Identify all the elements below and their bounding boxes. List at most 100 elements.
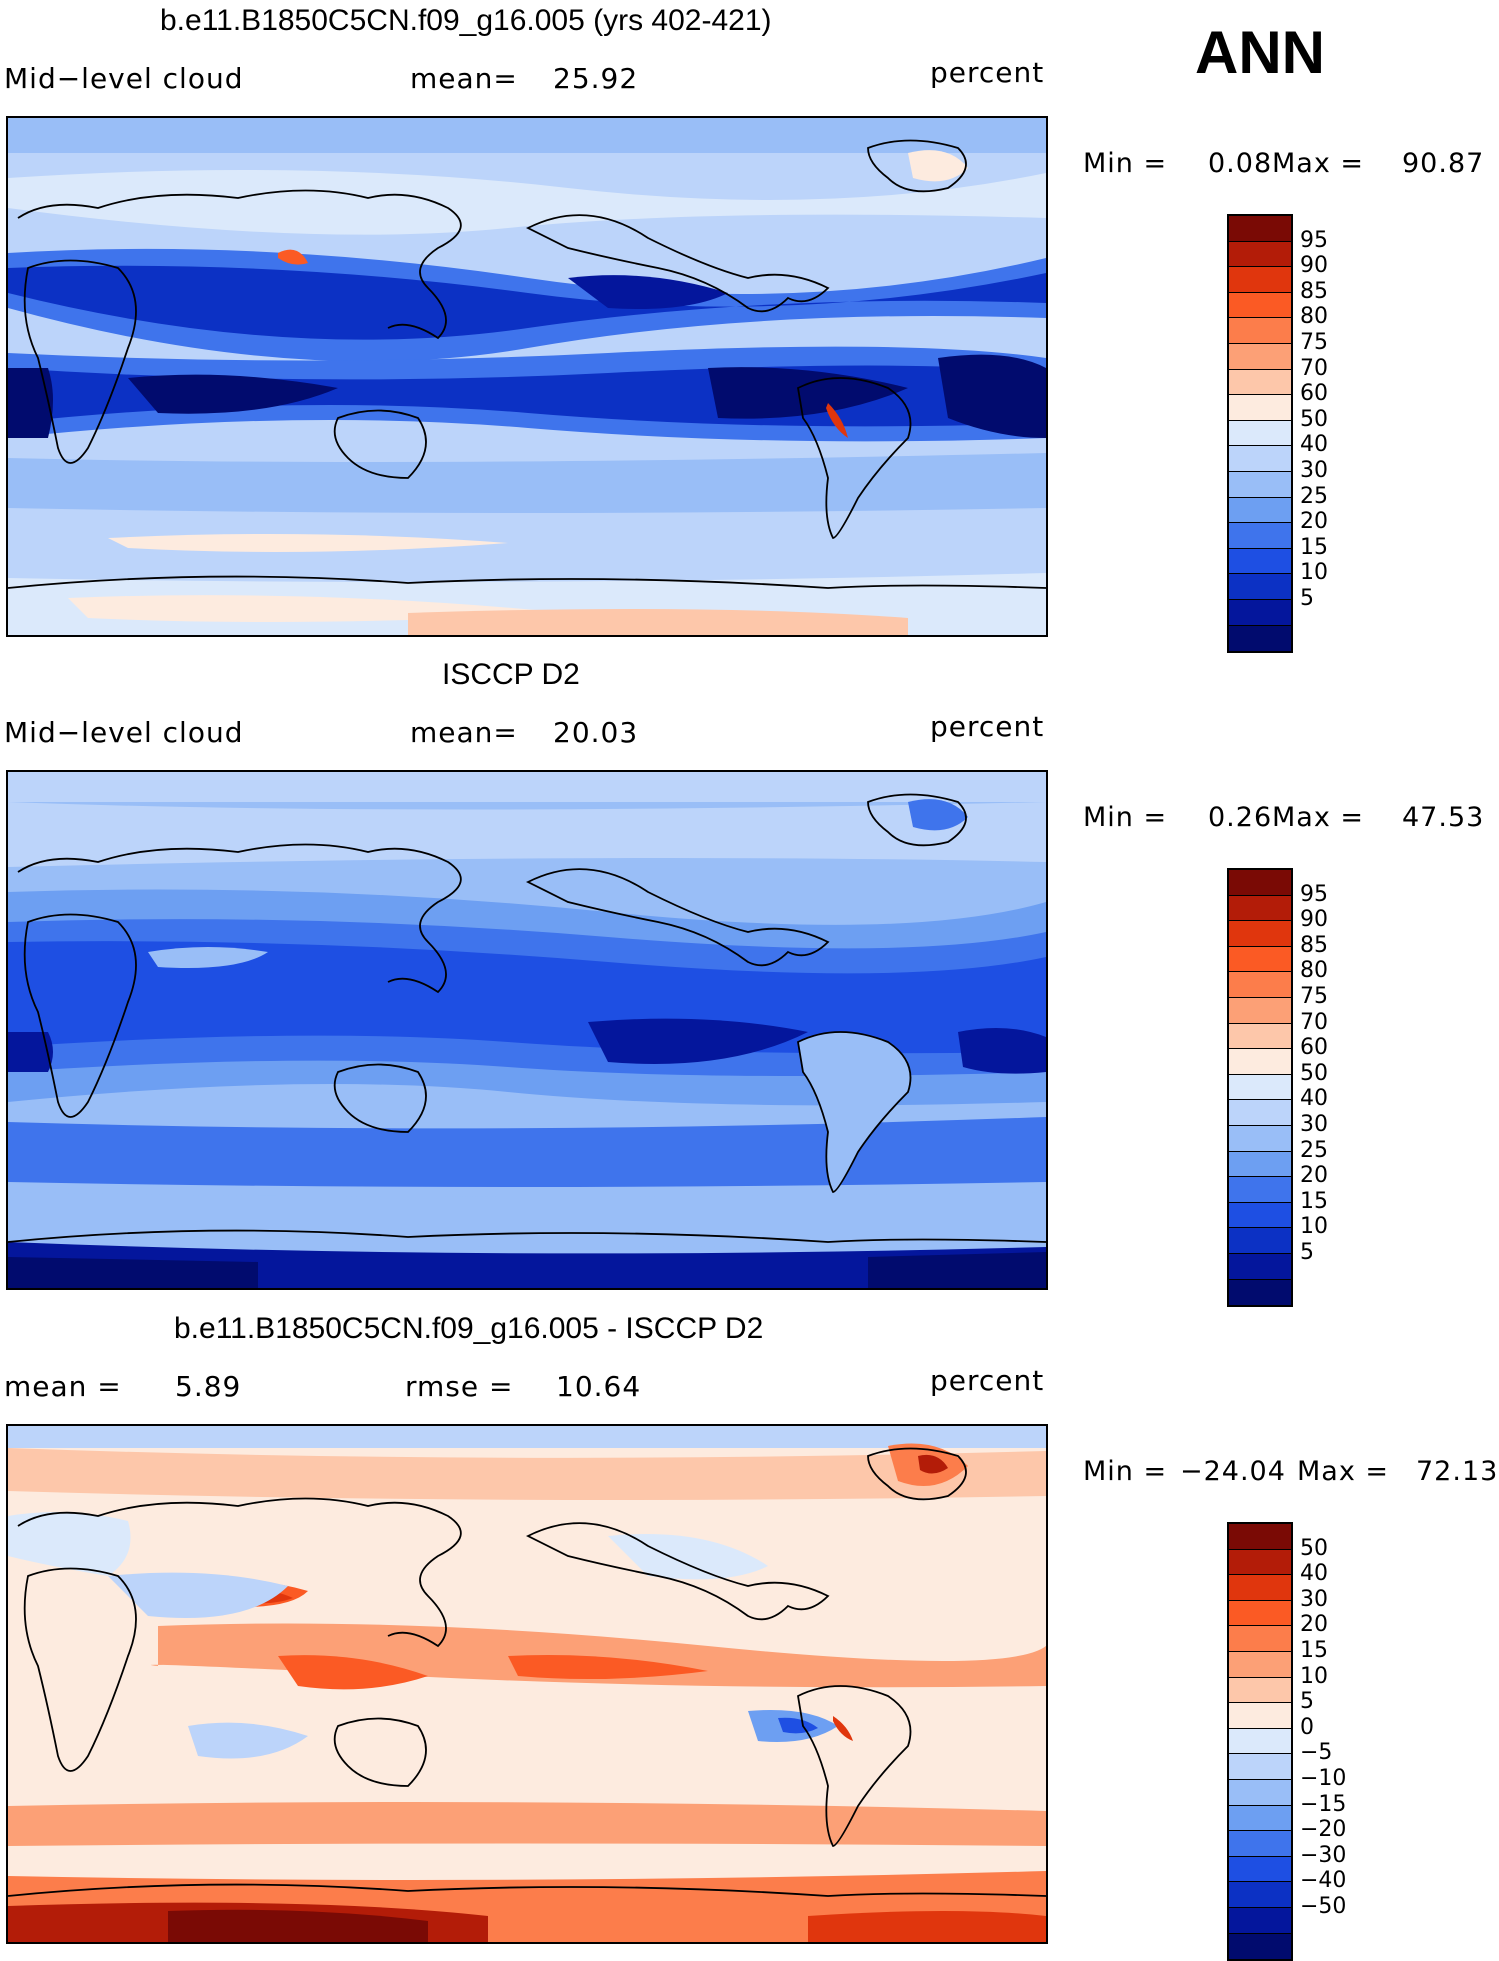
colorbar-tick-label: 80	[1300, 304, 1328, 330]
colorbar-tick-label: 5	[1300, 1689, 1314, 1715]
colorbar-tick-label: 10	[1300, 1663, 1328, 1689]
colorbar-tick-label: −40	[1300, 1868, 1347, 1894]
colorbar-tick-label: 40	[1300, 1086, 1328, 1112]
colorbar-swatch	[1229, 1524, 1291, 1550]
colorbar-swatch	[1229, 870, 1291, 896]
colorbar-tick-label: 25	[1300, 1137, 1328, 1163]
panel-2-title: ISCCP D2	[442, 658, 580, 691]
colorbar-tick-label: −15	[1300, 1791, 1347, 1817]
colorbar-swatch	[1229, 1831, 1291, 1857]
colorbar-swatch	[1229, 523, 1291, 549]
colorbar-swatch	[1229, 292, 1291, 319]
colorbar-swatch	[1229, 395, 1291, 421]
colorbar-tick-label: 70	[1300, 1009, 1328, 1035]
colorbar-tick-label: 15	[1300, 1188, 1328, 1214]
colorbar-swatch	[1229, 921, 1291, 947]
panel-1-mean-value: 25.92	[553, 62, 639, 95]
panel-3-max-value: 72.13	[1416, 1456, 1499, 1487]
colorbar-tick-label: 0	[1300, 1714, 1314, 1740]
panel-3-map	[6, 1424, 1048, 1944]
colorbar-swatch	[1229, 895, 1291, 922]
colorbar-swatch	[1229, 1600, 1291, 1627]
colorbar-swatch	[1229, 1023, 1291, 1050]
colorbar-tick-label: 20	[1300, 1612, 1328, 1638]
colorbar-tick-label: 50	[1300, 406, 1328, 432]
panel-2-mean-value: 20.03	[553, 716, 639, 749]
colorbar-swatch	[1229, 574, 1291, 600]
panel-3-title: b.e11.B1850C5CN.f09_g16.005 - ISCCP D2	[174, 1312, 764, 1345]
colorbar-swatch	[1229, 1125, 1291, 1152]
panel-3-mean-label: mean =	[4, 1370, 122, 1403]
colorbar-swatch	[1229, 318, 1291, 344]
colorbar-swatch	[1229, 1703, 1291, 1729]
panel-3-mean-value: 5.89	[175, 1370, 242, 1403]
panel-1-max-value: 90.87	[1402, 148, 1485, 179]
colorbar-tick-label: 40	[1300, 432, 1328, 458]
colorbar-swatch	[1229, 972, 1291, 998]
colorbar-tick-label: −5	[1300, 1740, 1333, 1766]
colorbar-tick-label: 5	[1300, 1240, 1314, 1265]
panel-1-map	[6, 116, 1048, 637]
colorbar-tick-label: −50	[1300, 1894, 1347, 1919]
colorbar-swatch	[1229, 1856, 1291, 1883]
panel-1-colorbar	[1227, 214, 1293, 654]
panel-3-min-label: Min =	[1083, 1456, 1168, 1487]
colorbar-swatch	[1229, 1253, 1291, 1280]
colorbar-swatch	[1229, 1882, 1291, 1908]
panel-2-variable-label: Mid−level cloud	[4, 716, 244, 749]
colorbar-swatch	[1229, 241, 1291, 268]
colorbar-tick-label: 15	[1300, 534, 1328, 560]
colorbar-swatch	[1229, 946, 1291, 973]
colorbar-tick-label: 25	[1300, 483, 1328, 509]
colorbar-tick-label: 20	[1300, 509, 1328, 535]
panel-1-min-value: 0.08	[1208, 148, 1273, 179]
colorbar-swatch	[1229, 625, 1291, 652]
panel-1-max-label: Max =	[1272, 148, 1365, 179]
colorbar-tick-label: −30	[1300, 1842, 1347, 1868]
panel-1-title: b.e11.B1850C5CN.f09_g16.005 (yrs 402-421…	[160, 4, 772, 37]
colorbar-tick-label: 30	[1300, 1112, 1328, 1137]
colorbar-tick-label: 90	[1300, 253, 1328, 279]
panel-1-min-label: Min =	[1083, 148, 1168, 179]
colorbar-swatch	[1229, 1677, 1291, 1704]
panel-2-map-svg	[8, 772, 1046, 1288]
colorbar-swatch	[1229, 1202, 1291, 1229]
colorbar-tick-label: 5	[1300, 586, 1314, 611]
colorbar-swatch	[1229, 1626, 1291, 1652]
colorbar-tick-label: 50	[1300, 1535, 1328, 1561]
colorbar-swatch	[1229, 1151, 1291, 1178]
colorbar-tick-label: 95	[1300, 881, 1328, 907]
panel-2-max-value: 47.53	[1402, 802, 1485, 833]
season-label: ANN	[1195, 19, 1325, 86]
panel-2-map	[6, 770, 1048, 1290]
colorbar-tick-label: 10	[1300, 1214, 1328, 1240]
panel-3-rmse-value: 10.64	[556, 1370, 642, 1403]
colorbar-tick-label: 40	[1300, 1561, 1328, 1587]
panel-2-min-value: 0.26	[1208, 802, 1273, 833]
colorbar-tick-label: −20	[1300, 1817, 1347, 1843]
colorbar-tick-label: 60	[1300, 381, 1328, 407]
panel-3-colorbar	[1227, 1522, 1293, 1961]
colorbar-swatch	[1229, 1177, 1291, 1203]
colorbar-swatch	[1229, 1549, 1291, 1576]
colorbar-swatch	[1229, 548, 1291, 575]
colorbar-swatch	[1229, 1100, 1291, 1126]
colorbar-tick-label: −10	[1300, 1766, 1347, 1791]
colorbar-swatch	[1229, 343, 1291, 370]
panel-2-mean-label: mean=	[410, 716, 518, 749]
panel-2-units: percent	[930, 710, 1045, 743]
panel-1-variable-label: Mid−level cloud	[4, 62, 244, 95]
panel-2-max-label: Max =	[1272, 802, 1365, 833]
colorbar-swatch	[1229, 599, 1291, 626]
panel-2-min-label: Min =	[1083, 802, 1168, 833]
colorbar-swatch	[1229, 420, 1291, 447]
panel-3-max-label: Max =	[1297, 1456, 1390, 1487]
colorbar-swatch	[1229, 1805, 1291, 1832]
colorbar-swatch	[1229, 369, 1291, 396]
colorbar-tick-label: 70	[1300, 355, 1328, 381]
colorbar-swatch	[1229, 997, 1291, 1024]
colorbar-tick-label: 30	[1300, 1586, 1328, 1612]
panel-3-map-svg	[8, 1426, 1046, 1942]
colorbar-tick-label: 20	[1300, 1163, 1328, 1189]
colorbar-swatch	[1229, 1933, 1291, 1960]
